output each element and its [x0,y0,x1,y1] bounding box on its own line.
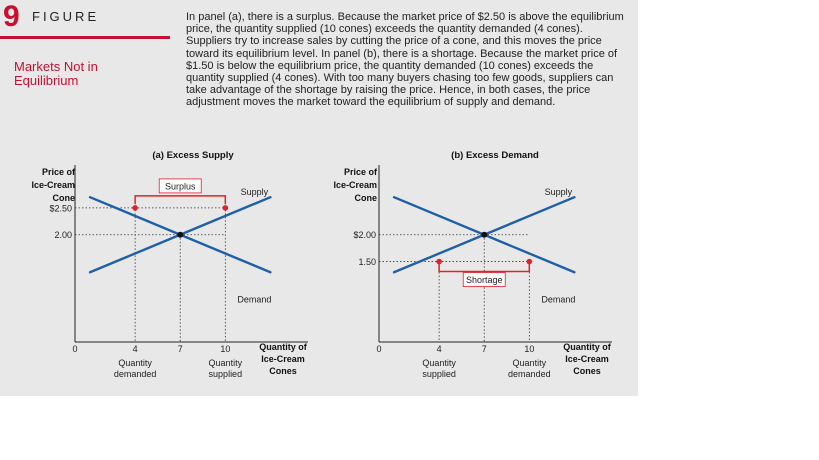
x-tick-caption: demanded [508,369,551,379]
y-tick-label: 2.00 [54,230,72,240]
origin-label: 0 [72,344,77,354]
x-tick-caption: supplied [209,369,243,379]
y-tick-label: $2.50 [49,203,72,213]
x-tick-caption: supplied [422,369,456,379]
y-axis-label: Ice-Cream [333,180,377,190]
figure-label: FIGURE [32,9,100,24]
x-tick-caption: Quantity [209,358,243,368]
chart-title: (a) Excess Supply [152,150,234,161]
x-tick-caption: Quantity [118,358,152,368]
charts-svg: (a) Excess Supply Price of Ice-Cream Cone Qu… [31,150,612,379]
figure-title: Markets Not in Equilibrium [14,59,98,88]
bracket-label-box [158,178,202,194]
demand-label: Demand [541,294,575,304]
x-tick-label: 10 [524,344,534,354]
x-axis-label: Ice-Cream [261,354,305,364]
bracket-label: Shortage [466,275,503,285]
origin-label: 0 [376,344,381,354]
market-point [132,205,138,211]
chart-title: (b) Excess Demand [451,150,539,161]
y-axis-label: Price of [344,167,378,177]
demand-label: Demand [237,294,271,304]
figure-caption: In panel (a), there is a surplus. Becaus… [186,11,624,109]
market-point [222,205,229,211]
x-axis-label: Cones [269,366,297,376]
y-axis-label: Cone [355,193,378,203]
x-tick-label: 10 [220,344,230,354]
y-axis-label: Price of [42,167,76,177]
bracket [134,195,227,204]
x-tick-caption: Quantity [513,358,547,368]
bracket-label: Surplus [165,181,196,191]
y-tick-label: 1.50 [358,257,376,267]
x-axis-label: Quantity of [563,342,611,352]
supply-label: Supply [241,187,269,197]
figure-number: 9 [3,0,20,33]
chart-panel-b: (b) Excess Demand Price of Ice-Cream Cone Qu… [333,150,612,379]
x-tick-label: 7 [482,344,487,354]
y-axis-label: Ice-Cream [31,180,75,190]
x-axis-label: Quantity of [259,342,307,352]
x-axis-label: Cones [573,366,601,376]
figure-panel: 9 FIGURE Markets Not in Equilibrium In p… [0,0,638,396]
y-axis-label: Cone [53,193,76,203]
figure-rule [0,36,170,39]
x-tick-caption: demanded [114,369,157,379]
bracket-label-box [462,272,506,287]
x-tick-label: 4 [437,344,442,354]
equilibrium-point [481,231,488,238]
supply-label: Supply [545,187,573,197]
x-tick-label: 4 [133,344,138,354]
equilibrium-point [177,231,184,238]
x-axis-label: Ice-Cream [565,354,609,364]
bracket [438,263,531,273]
x-tick-label: 7 [178,344,183,354]
chart-panel-a: (a) Excess Supply Price of Ice-Cream Cone Qu… [31,150,308,379]
x-tick-caption: Quantity [422,358,456,368]
market-point [436,258,442,265]
market-point [526,258,533,265]
y-tick-label: $2.00 [353,230,376,240]
